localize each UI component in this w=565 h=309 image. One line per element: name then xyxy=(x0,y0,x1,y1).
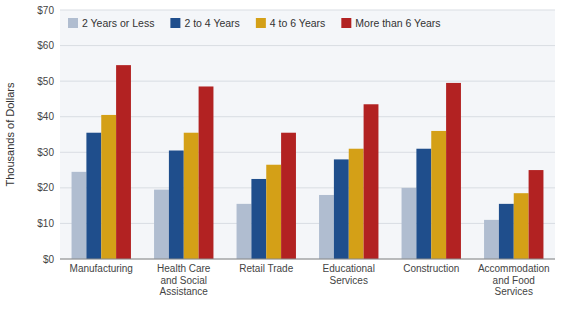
legend-label: 2 to 4 Years xyxy=(184,17,239,29)
x-tick-label: Manufacturing xyxy=(70,263,133,274)
bar xyxy=(319,195,334,259)
bar xyxy=(199,86,214,259)
y-tick-label: $60 xyxy=(37,40,54,51)
bar xyxy=(281,133,296,259)
grid-line xyxy=(60,259,555,260)
bar xyxy=(251,179,266,259)
legend-label: 2 Years or Less xyxy=(82,17,154,29)
grid-line xyxy=(60,223,555,224)
bar xyxy=(72,172,87,259)
x-tick-label: EducationalServices xyxy=(323,263,375,286)
grid-line xyxy=(60,152,555,153)
legend: 2 Years or Less 2 to 4 Years 4 to 6 Years M… xyxy=(68,17,441,29)
bar xyxy=(184,133,199,259)
grid-line xyxy=(60,187,555,188)
bar xyxy=(364,104,379,259)
legend-item: 2 Years or Less xyxy=(68,17,154,29)
legend-item: More than 6 Years xyxy=(341,17,440,29)
bar xyxy=(334,159,349,259)
y-tick-label: $30 xyxy=(37,147,54,158)
x-axis: Manufacturing Health Careand SocialAssist… xyxy=(70,263,550,297)
grid-line xyxy=(60,10,555,11)
legend-swatch xyxy=(68,18,78,28)
chart: $0 $10 $20 $30 $40 $50 $60 $70 Thousands of Doll… xyxy=(0,0,565,309)
x-tick-label: Retail Trade xyxy=(239,263,293,274)
bar xyxy=(514,193,529,259)
legend-item: 4 to 6 Years xyxy=(256,17,325,29)
legend-swatch xyxy=(170,18,180,28)
bars xyxy=(72,65,544,259)
y-tick-label: $0 xyxy=(43,254,55,265)
bar xyxy=(86,133,101,259)
grid-line xyxy=(60,45,555,46)
legend-label: More than 6 Years xyxy=(355,17,440,29)
y-tick-label: $20 xyxy=(37,182,54,193)
grid-line xyxy=(60,81,555,82)
bar xyxy=(169,151,184,259)
legend-swatch xyxy=(341,18,351,28)
bar xyxy=(499,204,514,259)
bar xyxy=(237,204,252,259)
bar xyxy=(101,115,116,259)
legend-item: 2 to 4 Years xyxy=(170,17,239,29)
x-axis-line xyxy=(60,259,555,260)
y-tick-label: $40 xyxy=(37,111,54,122)
x-tick-label: Accommodationand FoodServices xyxy=(478,263,550,297)
plot-area xyxy=(60,10,555,259)
legend-swatch xyxy=(256,18,266,28)
bar xyxy=(529,170,544,259)
bar xyxy=(266,165,281,259)
bar xyxy=(484,220,499,259)
bar xyxy=(116,65,131,259)
y-axis: $0 $10 $20 $30 $40 $50 $60 $70 xyxy=(37,5,555,265)
grid-line xyxy=(60,116,555,117)
bar xyxy=(416,149,431,259)
legend-label: 4 to 6 Years xyxy=(270,17,325,29)
y-tick-label: $50 xyxy=(37,76,54,87)
bar xyxy=(154,190,169,259)
y-tick-label: $10 xyxy=(37,218,54,229)
bar xyxy=(349,149,364,259)
y-tick-label: $70 xyxy=(37,5,54,16)
y-axis-label: Thousands of Dollars xyxy=(4,82,16,186)
bar xyxy=(431,131,446,259)
bar xyxy=(402,188,417,259)
bar xyxy=(446,83,461,259)
x-tick-label: Health Careand SocialAssistance xyxy=(157,263,211,297)
x-tick-label: Construction xyxy=(403,263,459,274)
